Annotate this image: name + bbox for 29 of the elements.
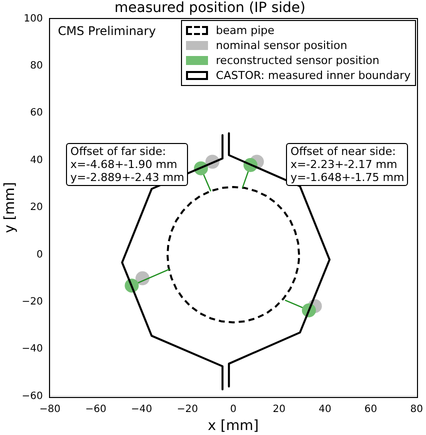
chart-title: measured position (IP side)	[114, 0, 306, 16]
x-tick-label: 0	[230, 404, 236, 415]
y-axis-title: y [mm]	[2, 182, 18, 233]
x-axis-title: x [mm]	[208, 418, 259, 434]
y-tick-label: 40	[30, 154, 43, 166]
x-tick-label: 20	[272, 404, 286, 415]
x-tick-label: −60	[85, 404, 106, 415]
y-tick-label: −20	[22, 296, 43, 308]
x-tick-label: −20	[176, 404, 198, 415]
y-tick-label: 0	[36, 249, 43, 260]
x-tick-label: 60	[364, 404, 378, 415]
legend-label: nominal sensor position	[216, 38, 348, 52]
y-tick-label: −60	[22, 390, 43, 402]
legend-label: CASTOR: measured inner boundary	[216, 68, 411, 82]
y-tick-label: 100	[24, 13, 43, 24]
x-tick-label: 40	[318, 404, 332, 415]
y-tick-label: 20	[30, 202, 43, 214]
annotation: Offset of far side: x=-4.68+-1.90 mm y=-2.889+-2.43 mm	[66, 143, 188, 186]
line-series	[166, 186, 300, 324]
y-tick-label: 80	[30, 60, 43, 72]
y-tick-label: −40	[22, 344, 43, 355]
x-tick-label: −40	[131, 404, 152, 415]
x-tick-label: −80	[39, 404, 60, 415]
legend-label: reconstructed sensor position	[216, 54, 380, 67]
annotation: Offset of near side: x=-2.23+-2.17 mm y=-1.648+-1.75 mm	[286, 143, 408, 186]
x-tick-label: 80	[410, 404, 424, 415]
annotation: CMS Preliminary	[58, 24, 156, 38]
legend-label: beam pipe	[216, 24, 274, 37]
y-tick-label: 60	[30, 108, 43, 119]
